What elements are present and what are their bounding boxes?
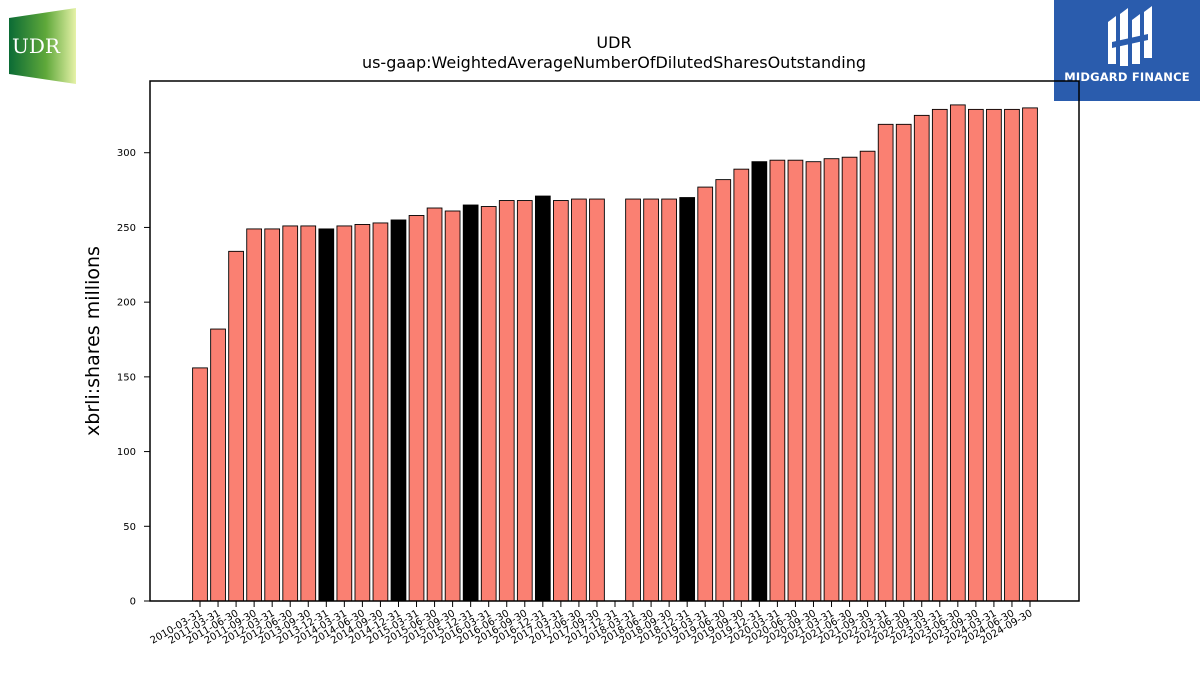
- bar-2010-03-31: [192, 367, 208, 602]
- chart-subtitle: us-gaap:WeightedAverageNumberOfDilutedSh…: [362, 53, 866, 72]
- bar-2012-03-31: [264, 228, 281, 602]
- chart-title: UDR: [596, 33, 631, 52]
- bar-2018-06-30: [643, 198, 659, 602]
- y-tick-label-250: 250: [117, 223, 136, 234]
- bar-2024-03-31: [986, 108, 1002, 602]
- bar-2014-06-30: [354, 223, 371, 602]
- bar-2016-03-31: [480, 206, 497, 602]
- bar-2015-12-31: [462, 204, 479, 602]
- bar-2015-09-30: [444, 210, 461, 602]
- y-tick-label-150: 150: [117, 372, 136, 383]
- bar-2019-09-30: [733, 168, 750, 602]
- bar-2016-12-31: [534, 195, 551, 602]
- bar-2013-09-30: [300, 225, 317, 602]
- udr-logo-text: UDR: [12, 34, 61, 58]
- bar-2021-06-30: [841, 156, 858, 602]
- bar-2020-03-31: [769, 159, 786, 602]
- y-tick-label-100: 100: [117, 447, 136, 458]
- y-tick-label-300: 300: [117, 148, 136, 159]
- x-axis: 2010-03-312011-03-312011-06-302011-09-30…: [149, 601, 1035, 647]
- bar-2022-09-30: [913, 114, 930, 602]
- bar-2016-06-30: [498, 200, 515, 602]
- bar-2012-06-30: [282, 225, 299, 602]
- bar-2022-06-30: [895, 123, 912, 602]
- y-tick-label-0: 0: [130, 597, 136, 608]
- bar-2015-03-31: [408, 215, 425, 602]
- bar-2017-03-31: [553, 200, 569, 602]
- bar-2023-03-31: [931, 108, 948, 602]
- plot-frame: [149, 80, 1080, 602]
- bar-2018-12-31: [679, 197, 696, 602]
- bar-2016-09-30: [516, 200, 533, 602]
- bars-group: [192, 104, 1038, 602]
- bar-2019-06-30: [715, 179, 732, 602]
- bar-2011-03-31: [210, 328, 226, 602]
- bar-2013-12-31: [318, 228, 335, 602]
- bar-2024-09-30: [1022, 107, 1038, 602]
- bar-2018-09-30: [661, 198, 677, 602]
- bar-2024-06-30: [1004, 108, 1020, 602]
- midgard-finance-text: MIDGARD FINANCE: [1064, 70, 1190, 84]
- bar-2019-12-31: [751, 161, 768, 602]
- bar-2018-03-31: [625, 198, 641, 602]
- y-axis-label: xbrli:shares millions: [82, 246, 104, 436]
- bar-2014-03-31: [336, 225, 353, 602]
- udr-logo: UDR: [9, 8, 76, 84]
- bar-2021-03-31: [823, 158, 840, 602]
- bar-2017-06-30: [571, 198, 587, 602]
- bar-2011-06-30: [228, 250, 244, 602]
- bar-2023-09-30: [968, 108, 984, 602]
- bar-2011-09-30: [246, 228, 262, 602]
- bar-2022-03-31: [877, 123, 894, 602]
- bar-2017-09-30: [589, 198, 605, 602]
- y-tick-label-200: 200: [117, 298, 136, 309]
- bar-2014-09-30: [372, 222, 389, 602]
- midgard-mark-icon: [1108, 6, 1152, 66]
- y-axis: 0 50 100 150 200 250 300: [117, 148, 150, 608]
- bar-2021-09-30: [859, 150, 876, 602]
- bar-2020-09-30: [805, 161, 822, 602]
- bar-2015-06-30: [426, 207, 443, 602]
- bar-2014-12-31: [390, 219, 407, 602]
- bar-2020-06-30: [787, 159, 804, 602]
- bar-2019-03-31: [697, 186, 714, 602]
- bar-2023-06-30: [949, 104, 966, 602]
- y-tick-label-50: 50: [123, 522, 136, 533]
